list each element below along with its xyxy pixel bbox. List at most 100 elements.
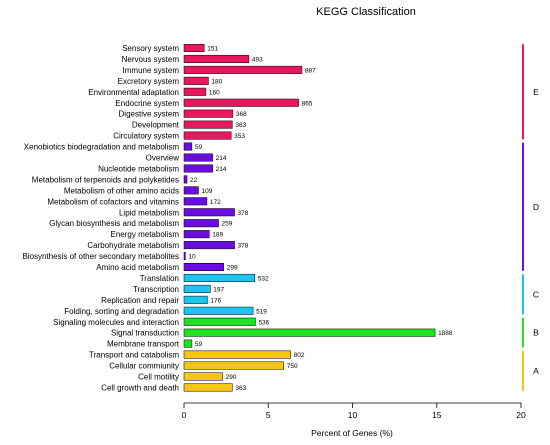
value-label-cell-growth-and-death: 363 [235, 385, 246, 392]
bar-development [183, 120, 233, 129]
bar-digestive-system [183, 109, 234, 118]
value-label-sensory-system: 151 [207, 46, 218, 53]
value-label-replication-and-repair: 176 [210, 297, 221, 304]
category-label-amino-acid-metabolism: Amino acid metabolism [96, 263, 179, 272]
value-label-membrane-transport: 59 [195, 341, 203, 348]
bar-signal-transduction [183, 328, 436, 337]
category-label-metabolism-of-other-amino-acids: Metabolism of other amino acids [64, 186, 179, 195]
value-label-cellular-commiunity: 750 [287, 363, 298, 370]
category-label-environmental-adaptation: Environmental adaptation [88, 88, 179, 97]
category-label-metabolism-of-cofactors-and-vitamins: Metabolism of cofactors and vitamins [47, 197, 179, 206]
bar-transcription [183, 284, 211, 293]
value-label-biosynthesis-of-other-secondary-metabolites: 10 [188, 254, 196, 261]
value-labels: 151 493 887 180 160 865 368 363 353 59 214 214 22109… [188, 46, 453, 392]
x-tick-label-10: 10 [348, 410, 358, 420]
bar-folding-sorting-and-degradation [183, 306, 254, 315]
bar-glycan-biosynthesis-and-metabolism [183, 219, 219, 228]
bar-lipid-metabolism [183, 208, 235, 217]
bars [183, 44, 436, 392]
bar-translation [183, 273, 256, 282]
bar-metabolism-of-terpenoids-and-polyketides [183, 175, 188, 184]
bar-nucleotide-metabolism [183, 164, 213, 173]
value-label-immune-system: 887 [305, 67, 316, 74]
x-tick-label-20: 20 [516, 410, 526, 420]
bar-carbohydrate-metabolism [183, 241, 235, 250]
value-label-circulatory-system: 353 [234, 133, 245, 140]
value-label-overview: 214 [216, 155, 227, 162]
group-label-e: E [533, 87, 539, 97]
bar-energy-metabolism [183, 230, 210, 239]
bar-cell-motility [183, 372, 223, 381]
bar-metabolism-of-cofactors-and-vitamins [183, 197, 208, 206]
value-label-signaling-molecules-and-interaction: 536 [258, 319, 269, 326]
value-label-metabolism-of-terpenoids-and-polyketides: 22 [190, 177, 198, 184]
x-axis: 0 5 10 15 20 [182, 402, 526, 420]
group-label-d: D [533, 202, 539, 212]
value-label-energy-metabolism: 189 [212, 232, 223, 239]
value-label-signal-transduction: 1888 [438, 330, 453, 337]
category-label-cell-motility: Cell motility [138, 373, 179, 382]
bar-immune-system [183, 65, 303, 74]
bar-biosynthesis-of-other-secondary-metabolites [183, 252, 186, 261]
value-label-translation: 532 [258, 275, 269, 282]
category-label-biosynthesis-of-other-secondary-metabolites: Biosynthesis of other secondary metaboli… [22, 252, 179, 261]
category-label-overview: Overview [146, 154, 180, 163]
value-label-development: 363 [235, 122, 246, 129]
bar-circulatory-system [183, 131, 232, 140]
category-label-immune-system: Immune system [123, 66, 180, 75]
group-label-b: B [533, 328, 539, 338]
category-label-lipid-metabolism: Lipid metabolism [119, 208, 179, 217]
bar-metabolism-of-other-amino-acids [183, 186, 199, 195]
category-label-membrane-transport: Membrane transport [107, 340, 180, 349]
value-label-lipid-metabolism: 378 [238, 210, 249, 217]
category-label-transport-and-catabolism: Transport and catabolism [89, 351, 179, 360]
category-label-cell-growth-and-death: Cell growth and death [101, 383, 179, 392]
bar-cell-growth-and-death [183, 383, 233, 392]
category-label-endocrine-system: Endocrine system [115, 99, 179, 108]
x-axis-title: Percent of Genes (%) [311, 428, 393, 438]
category-label-sensory-system: Sensory system [122, 44, 179, 53]
category-label-energy-metabolism: Energy metabolism [111, 230, 180, 239]
value-label-transport-and-catabolism: 802 [294, 352, 305, 359]
value-label-xenobiotics-biodegradation-and-metabolism: 59 [195, 144, 203, 151]
bar-amino-acid-metabolism [183, 263, 225, 271]
category-label-xenobiotics-biodegradation-and-metabolism: Xenobiotics biodegradation and metabolis… [24, 143, 180, 152]
category-label-excretory-system: Excretory system [118, 77, 180, 86]
value-label-amino-acid-metabolism: 299 [227, 265, 238, 272]
value-label-digestive-system: 368 [236, 111, 247, 118]
category-label-development: Development [132, 121, 180, 130]
category-label-circulatory-system: Circulatory system [113, 132, 179, 141]
category-label-digestive-system: Digestive system [119, 110, 180, 119]
category-label-transcription: Transcription [133, 285, 179, 294]
bar-environmental-adaptation [183, 87, 207, 96]
value-label-nervous-system: 493 [252, 56, 263, 63]
bar-endocrine-system [183, 98, 299, 107]
category-label-replication-and-repair: Replication and repair [101, 296, 179, 305]
value-label-nucleotide-metabolism: 214 [216, 166, 227, 173]
value-label-cell-motility: 290 [226, 374, 237, 381]
category-labels: Sensory system Nervous system Immune syste… [22, 44, 179, 392]
category-label-glycan-biosynthesis-and-metabolism: Glycan biosynthesis and metabolism [49, 219, 179, 228]
category-label-signal-transduction: Signal transduction [111, 329, 179, 338]
bar-membrane-transport [183, 339, 193, 348]
value-label-excretory-system: 180 [211, 78, 222, 85]
value-label-glycan-biosynthesis-and-metabolism: 259 [222, 221, 233, 228]
x-tick-label-15: 15 [432, 410, 442, 420]
category-label-cellular-commiunity: Cellular commiunity [109, 362, 179, 371]
bar-replication-and-repair [183, 295, 208, 304]
value-label-environmental-adaptation: 160 [209, 89, 220, 96]
value-label-carbohydrate-metabolism: 378 [238, 243, 249, 250]
value-label-folding-sorting-and-degradation: 519 [256, 308, 267, 315]
group-brackets: E D C B A [522, 44, 539, 392]
group-label-c: C [533, 289, 539, 299]
bar-xenobiotics-biodegradation-and-metabolism [183, 142, 193, 151]
value-label-transcription: 197 [213, 286, 224, 293]
category-label-signaling-molecules-and-interaction: Signaling molecules and interaction [53, 318, 179, 327]
bar-excretory-system [183, 76, 209, 85]
bar-cellular-commiunity [183, 361, 285, 370]
category-label-nucleotide-metabolism: Nucleotide metabolism [98, 164, 179, 173]
category-label-nervous-system: Nervous system [122, 55, 180, 64]
x-tick-label-5: 5 [266, 410, 271, 420]
bar-overview [183, 153, 213, 162]
value-label-endocrine-system: 865 [302, 100, 313, 107]
